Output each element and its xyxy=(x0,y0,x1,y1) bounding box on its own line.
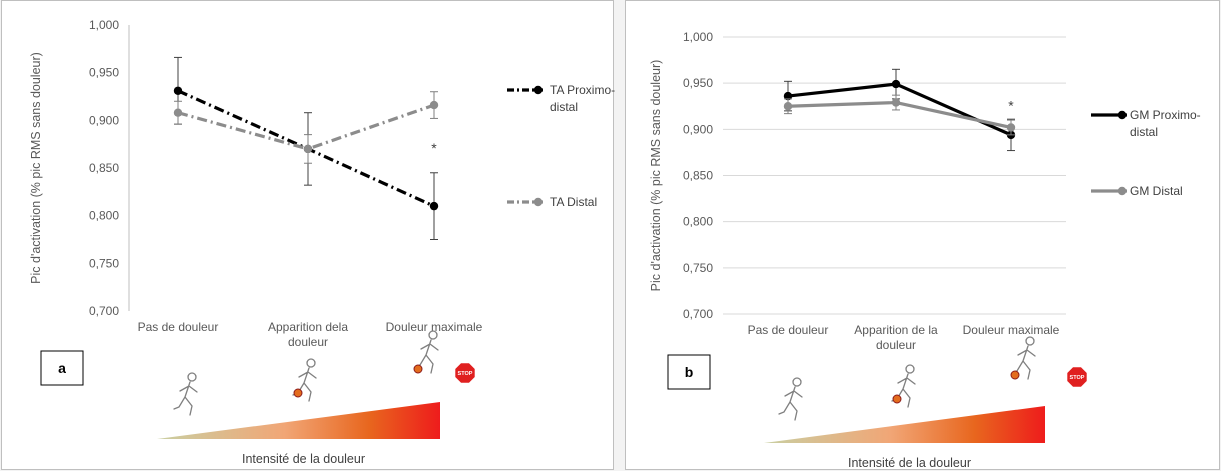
pain-intensity-wedge xyxy=(157,402,440,439)
panel-label: b xyxy=(685,364,694,380)
pain-burst-icon xyxy=(413,364,423,374)
x-tick-label: Apparition dela xyxy=(268,320,348,334)
y-tick-label: 0,800 xyxy=(89,209,119,223)
y-tick-label: 0,750 xyxy=(683,261,713,275)
x-tick-label: douleur xyxy=(288,335,328,349)
data-point xyxy=(429,201,439,211)
data-point xyxy=(303,144,313,154)
data-point xyxy=(891,98,901,107)
running-person-icon xyxy=(778,377,803,421)
legend-label: GM Proximo- xyxy=(1130,108,1201,122)
y-axis-label: Pic d'activation (% pic RMS sans douleur… xyxy=(649,60,663,292)
legend-label: TA Proximo- xyxy=(550,83,615,97)
y-tick-label: 1,000 xyxy=(683,30,713,44)
line-chart-b: Pic d'activation (% pic RMS sans douleur… xyxy=(649,30,1201,470)
legend-label: distal xyxy=(1130,125,1158,139)
y-tick-label: 0,900 xyxy=(683,122,713,136)
series-line xyxy=(787,100,1012,130)
panel-label-box xyxy=(40,350,84,386)
y-tick-label: 0,850 xyxy=(89,161,119,175)
running-person-icon xyxy=(292,358,317,402)
stop-sign-label: STOP xyxy=(458,371,473,377)
significance-marker: * xyxy=(431,140,437,156)
stop-sign-icon xyxy=(1066,366,1088,388)
figure-panel-a: Pic d'activation (% pic RMS sans douleur… xyxy=(1,0,615,470)
y-tick-label: 0,950 xyxy=(683,76,713,90)
legend-label: GM Distal xyxy=(1130,184,1183,198)
x-tick-label: Apparition de la xyxy=(854,323,938,337)
line-chart-a: Pic d'activation (% pic RMS sans douleur… xyxy=(29,18,615,466)
data-point xyxy=(173,86,183,95)
significance-marker: * xyxy=(1008,97,1014,113)
figure-panel-b: Pic d'activation (% pic RMS sans douleur… xyxy=(625,0,1220,470)
pain-intensity-wedge xyxy=(764,406,1045,443)
running-person-icon xyxy=(173,372,198,416)
running-person-icon xyxy=(1010,336,1036,380)
person-head xyxy=(428,330,438,340)
legend-marker xyxy=(533,197,543,207)
y-tick-label: 0,700 xyxy=(683,307,713,321)
person-body xyxy=(778,386,803,421)
y-tick-label: 0,900 xyxy=(89,113,119,127)
x-axis-title: Intensité de la douleur xyxy=(848,456,971,470)
data-point xyxy=(783,91,793,101)
x-tick-label: Pas de douleur xyxy=(138,320,219,334)
y-tick-label: 1,000 xyxy=(89,18,119,32)
y-tick-label: 0,950 xyxy=(89,66,119,80)
pain-burst-icon xyxy=(1010,370,1020,380)
panel-label-box xyxy=(667,354,711,390)
y-tick-label: 0,850 xyxy=(683,169,713,183)
y-tick-label: 0,800 xyxy=(683,215,713,229)
person-body xyxy=(173,381,198,416)
running-person-icon xyxy=(413,330,439,374)
x-tick-label: Douleur maximale xyxy=(963,323,1060,337)
x-tick-label: Douleur maximale xyxy=(386,320,483,334)
data-point xyxy=(429,100,439,110)
stop-sign-icon xyxy=(454,362,476,384)
running-person-icon xyxy=(891,364,916,408)
data-point xyxy=(783,102,793,111)
person-head xyxy=(905,364,915,374)
person-head xyxy=(792,377,802,387)
data-point xyxy=(173,108,183,117)
legend-marker xyxy=(1117,110,1127,120)
x-tick-label: Pas de douleur xyxy=(748,323,829,337)
data-point xyxy=(1006,123,1016,132)
x-tick-label: douleur xyxy=(876,338,916,352)
data-point xyxy=(891,79,901,89)
person-head xyxy=(187,372,197,382)
pain-burst-icon xyxy=(892,394,902,404)
legend-label: TA Distal xyxy=(550,195,597,209)
y-axis-label: Pic d'activation (% pic RMS sans douleur… xyxy=(29,52,43,284)
legend-label: distal xyxy=(550,100,578,114)
person-head xyxy=(306,358,316,368)
stop-sign-label: STOP xyxy=(1070,375,1085,381)
person-head xyxy=(1025,336,1035,346)
x-axis-title: Intensité de la douleur xyxy=(242,452,365,466)
panel-label: a xyxy=(58,360,66,376)
legend-marker xyxy=(533,85,543,95)
pain-burst-icon xyxy=(293,388,303,398)
y-tick-label: 0,750 xyxy=(89,256,119,270)
series-line xyxy=(177,103,435,151)
y-tick-label: 0,700 xyxy=(89,304,119,318)
legend-marker xyxy=(1117,186,1127,196)
